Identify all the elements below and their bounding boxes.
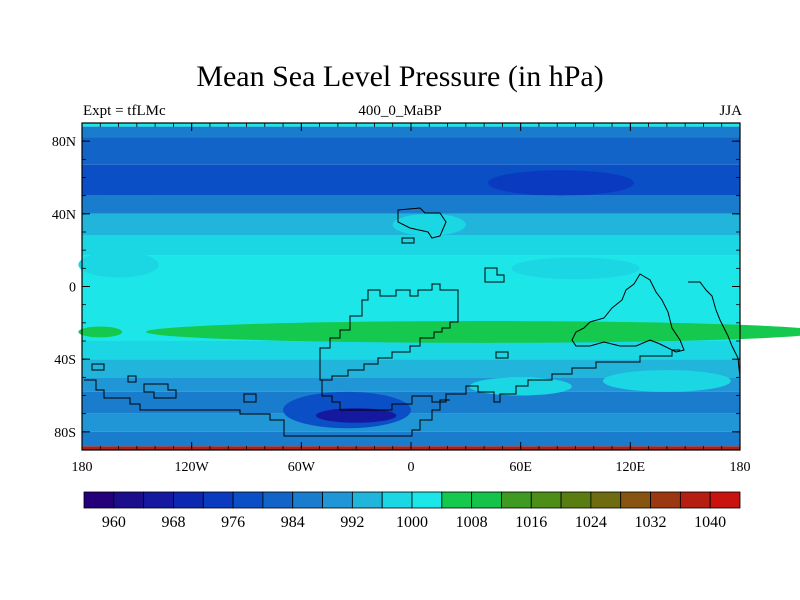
pressure-band	[82, 164, 740, 196]
contour-map	[78, 123, 800, 450]
colorbar-label: 960	[102, 514, 126, 531]
colorbar-label: 1000	[396, 514, 428, 531]
x-tick-label: 180	[72, 460, 93, 475]
colorbar-swatch	[650, 491, 681, 509]
coastline-path	[127, 375, 137, 383]
chart-title: Mean Sea Level Pressure (in hPa)	[196, 60, 604, 93]
colorbar-swatch	[471, 491, 502, 509]
season-label: JJA	[719, 103, 742, 119]
pressure-band	[82, 235, 740, 256]
pressure-band	[82, 126, 740, 138]
colorbar-label: 992	[340, 514, 364, 531]
y-tick-label: 40N	[52, 208, 76, 223]
coastline-path	[321, 349, 680, 411]
coastline-path	[495, 351, 509, 359]
colorbar-label: 1032	[635, 514, 667, 531]
pressure-cell	[602, 370, 731, 392]
y-tick-label: 0	[69, 281, 76, 296]
coastline-path	[243, 393, 257, 403]
pressure-band	[82, 195, 740, 214]
coastline-path	[401, 237, 415, 244]
pressure-band	[82, 391, 740, 414]
colorbar-swatch	[322, 491, 353, 509]
colorbar-swatch	[590, 491, 622, 509]
axis-ticks	[81, 122, 741, 451]
y-tick-label: 40S	[54, 353, 76, 368]
x-tick-label: 60W	[288, 460, 316, 475]
colorbar-swatch	[202, 491, 234, 509]
colorbar-swatch	[83, 491, 115, 509]
coastline-path	[91, 363, 105, 371]
colorbar-label: 968	[161, 514, 185, 531]
colorbar-swatch	[679, 491, 711, 509]
coastline-path	[688, 281, 741, 379]
coastline-path	[319, 283, 459, 381]
x-tick-label: 120W	[175, 460, 210, 475]
colorbar-swatch	[262, 491, 294, 509]
pressure-cell	[82, 168, 174, 194]
colorbar-swatch	[292, 491, 323, 509]
pressure-cell	[146, 321, 800, 343]
pressure-band	[82, 431, 740, 447]
coastline-path	[484, 267, 505, 283]
colorbar-label: 1024	[575, 514, 607, 531]
time-label: 400_0_MaBP	[358, 103, 442, 119]
colorbar	[83, 491, 741, 509]
colorbar-swatch	[560, 491, 592, 509]
pressure-cell	[487, 170, 634, 196]
x-axis-labels: 180 120W 60W 0 60E 120E 180	[72, 460, 751, 475]
x-tick-label: 120E	[616, 460, 646, 475]
coastline-path	[84, 379, 450, 437]
colorbar-swatch	[441, 491, 473, 509]
colorbar-label: 984	[281, 514, 305, 531]
colorbar-swatch	[232, 491, 264, 509]
colorbar-swatch	[173, 491, 204, 509]
x-tick-label: 0	[408, 460, 415, 475]
colorbar-label: 1008	[456, 514, 488, 531]
x-tick-label: 180	[730, 460, 751, 475]
pressure-cell	[511, 257, 640, 280]
colorbar-labels: 960 968 976 984 992 1000 1008 1016 1024 1032 1040	[102, 514, 726, 531]
colorbar-label: 976	[221, 514, 245, 531]
pressure-cell	[392, 213, 466, 236]
pressure-cell	[78, 326, 123, 338]
y-axis-labels: 80N 40N 0 40S 80S	[52, 135, 76, 441]
pressure-band	[82, 255, 740, 327]
colorbar-swatch	[351, 491, 383, 509]
colorbar-swatch	[113, 491, 145, 509]
pressure-band	[82, 359, 740, 378]
coastline-path	[397, 207, 447, 239]
colorbar-swatch	[709, 491, 741, 509]
experiment-label: Expt = tfLMc	[83, 103, 166, 119]
colorbar-label: 1040	[694, 514, 726, 531]
colorbar-swatch	[501, 491, 532, 509]
colorbar-swatch	[530, 491, 562, 509]
coastline-outline	[84, 207, 741, 437]
pressure-cell	[78, 251, 159, 278]
coastline-path	[143, 383, 177, 399]
x-tick-label: 60E	[509, 460, 532, 475]
colorbar-swatch	[411, 491, 443, 509]
pressure-band	[82, 137, 740, 165]
pressure-cell	[315, 408, 397, 423]
colorbar-swatch	[381, 491, 413, 509]
coastline-path	[571, 273, 685, 353]
y-tick-label: 80S	[54, 426, 76, 441]
pressure-band	[82, 377, 740, 392]
colorbar-label: 1016	[515, 514, 547, 531]
y-tick-label: 80N	[52, 135, 76, 150]
colorbar-swatch	[143, 491, 174, 509]
pressure-band	[82, 413, 740, 432]
colorbar-swatch	[620, 491, 651, 509]
